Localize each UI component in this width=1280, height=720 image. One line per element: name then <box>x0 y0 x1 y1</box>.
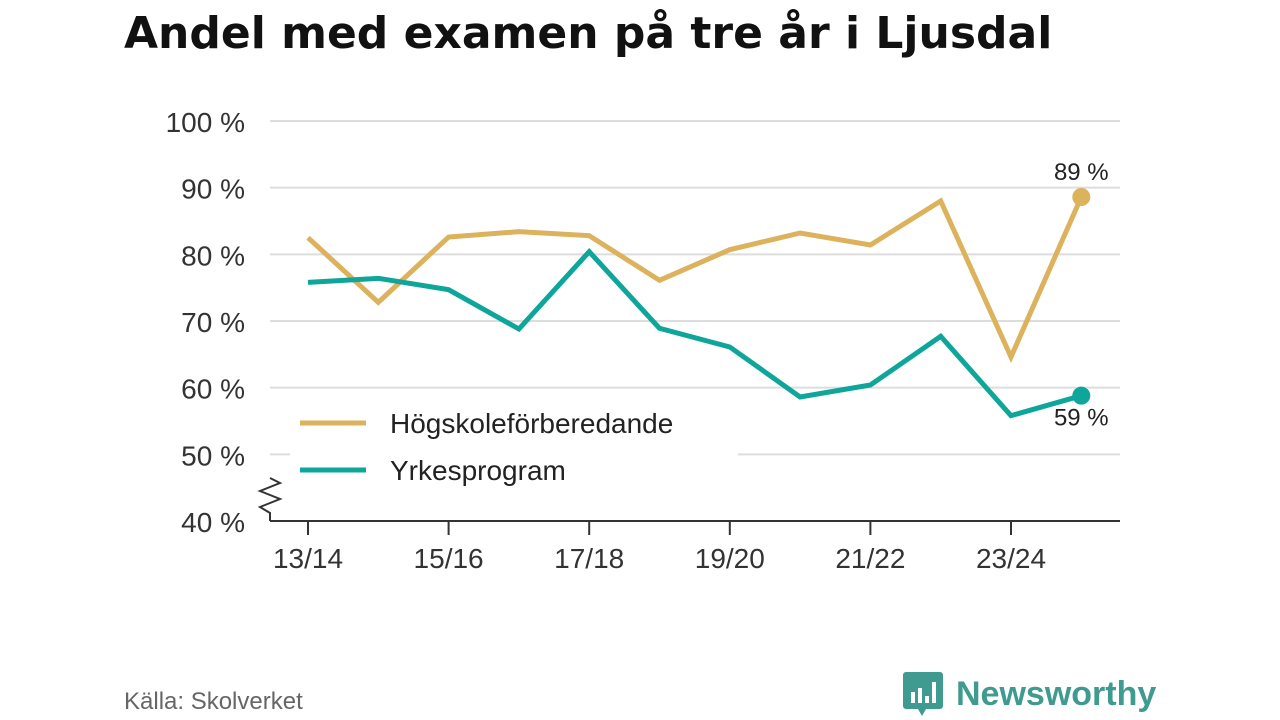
x-tick-label: 17/18 <box>554 543 624 574</box>
source-note: Källa: Skolverket <box>124 688 303 715</box>
series-lines <box>306 188 1091 419</box>
end-label-hogskoleforberedande: 89 % <box>1054 159 1109 186</box>
end-label-yrkesprogram: 59 % <box>1054 405 1109 432</box>
y-tick-label: 90 % <box>181 174 245 205</box>
legend-background <box>290 402 738 502</box>
x-tick-label: 23/24 <box>976 543 1046 574</box>
brand-logo[interactable]: Newsworthy <box>902 670 1156 718</box>
legend: Högskoleförberedande Yrkesprogram <box>290 402 738 502</box>
y-tick-label: 80 % <box>181 240 245 271</box>
newsworthy-logo-icon <box>903 672 943 716</box>
series-line-hogskoleforberedande <box>306 195 1084 364</box>
legend-label-yrkesprogram: Yrkesprogram <box>390 455 566 486</box>
y-tick-label: 100 % <box>166 107 245 138</box>
y-tick-label: 40 % <box>181 507 245 538</box>
x-tick-label: 21/22 <box>835 543 905 574</box>
end-point-yrkesprogram <box>1072 386 1091 405</box>
axes: 100 % 90 % 80 % 70 % 60 % 50 % 40 % 13/14 15/16 1… <box>166 107 1120 574</box>
series-line-yrkesprogram <box>307 247 1082 419</box>
y-tick-label: 70 % <box>181 307 245 338</box>
end-labels: 89 % 59 % <box>1054 159 1109 432</box>
end-point-hogskoleforberedande <box>1072 188 1091 206</box>
y-tick-label: 60 % <box>181 374 245 405</box>
y-tick-label: 50 % <box>181 440 245 471</box>
chart-title: Andel med examen på tre år i Ljusdal <box>124 8 1053 59</box>
x-tick-label: 15/16 <box>414 543 484 574</box>
brand-name: Newsworthy <box>956 674 1157 713</box>
axis-break-icon <box>257 477 283 521</box>
legend-label-hogskoleforberedande: Högskoleförberedande <box>390 408 673 439</box>
x-tick-label: 13/14 <box>273 543 343 574</box>
x-tick-label: 19/20 <box>695 543 765 574</box>
